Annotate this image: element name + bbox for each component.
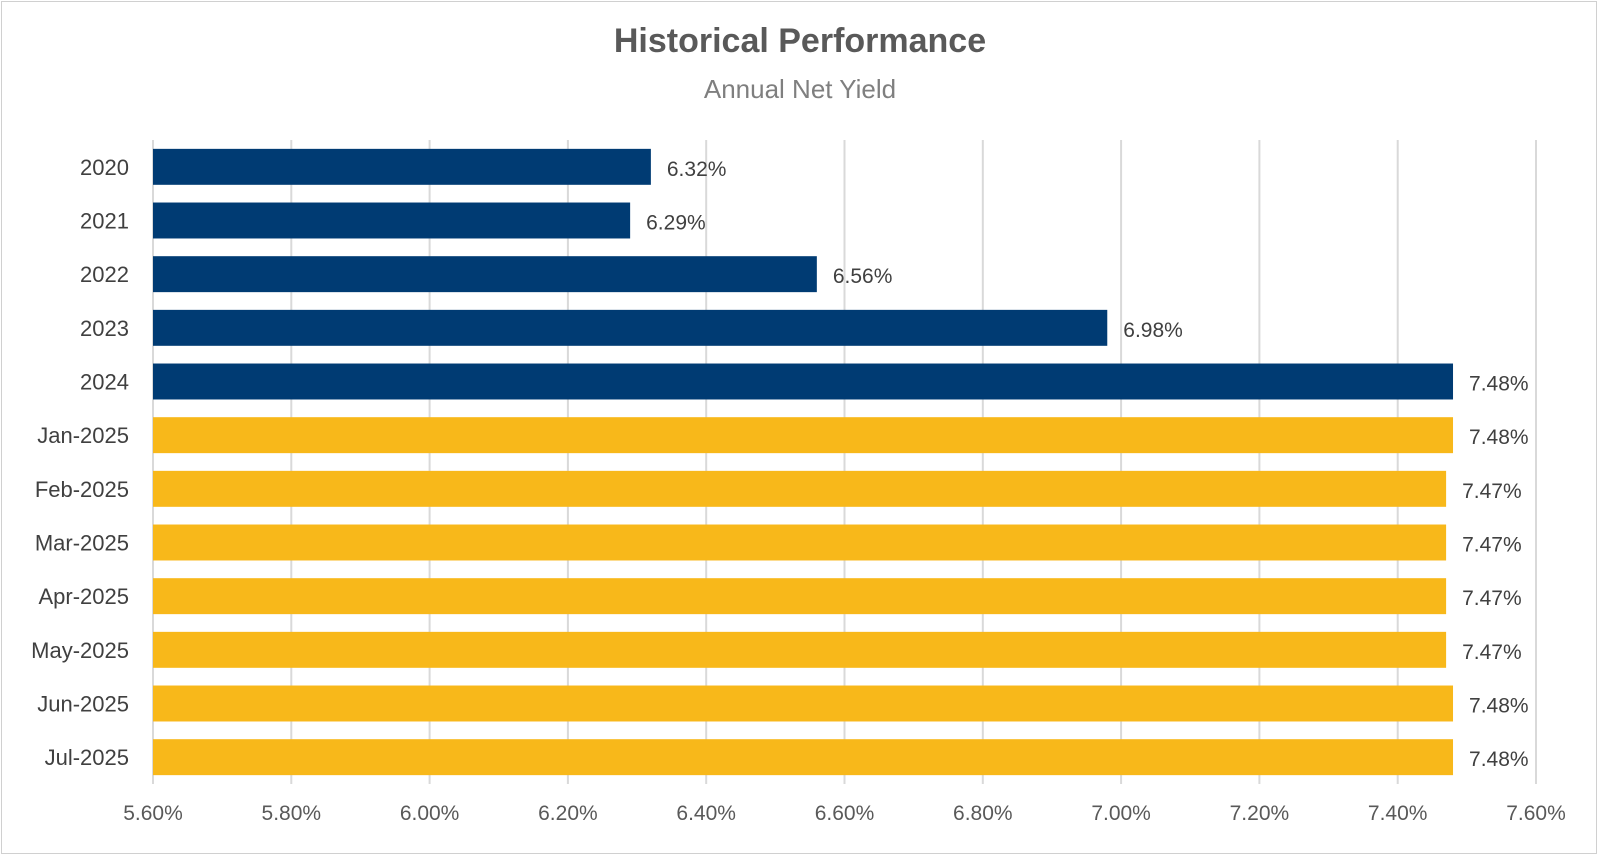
data-label: 7.47% — [1462, 587, 1522, 610]
bar — [153, 202, 631, 239]
category-label: 2024 — [80, 370, 129, 395]
category-label: Apr-2025 — [38, 584, 129, 609]
category-label: Feb-2025 — [35, 477, 129, 502]
bar — [153, 363, 1454, 400]
bar — [153, 148, 651, 185]
category-label: Jul-2025 — [45, 745, 129, 770]
x-tick-label: 6.80% — [953, 802, 1013, 825]
x-tick-label: 6.60% — [815, 802, 875, 825]
bar — [153, 685, 1454, 722]
data-label: 7.48% — [1469, 695, 1529, 718]
x-tick-label: 7.60% — [1506, 802, 1566, 825]
data-label: 7.47% — [1462, 480, 1522, 503]
x-tick-label: 7.20% — [1230, 802, 1290, 825]
chart-subtitle: Annual Net Yield — [703, 74, 897, 104]
x-tick-label: 5.80% — [262, 802, 322, 825]
category-label: Mar-2025 — [35, 531, 129, 556]
data-label: 7.47% — [1462, 641, 1522, 664]
data-label: 6.29% — [646, 212, 706, 235]
x-tick-label: 6.20% — [538, 802, 598, 825]
category-label: 2023 — [80, 316, 129, 341]
x-axis-tick-labels: 5.60% 5.80% 6.00% 6.20% 6.40% 6.60% 6.80% 7.00%… — [123, 802, 1566, 825]
x-tick-label: 6.00% — [400, 802, 460, 825]
x-tick-label: 7.40% — [1368, 802, 1428, 825]
category-label: 2020 — [80, 155, 129, 180]
category-label: 2021 — [80, 209, 129, 234]
bar — [153, 470, 1447, 507]
bar — [153, 309, 1108, 346]
chart-title: Historical Performance — [613, 22, 987, 60]
gridlines — [152, 140, 1537, 784]
bar — [153, 524, 1447, 561]
bars — [153, 148, 1454, 776]
bar — [153, 256, 817, 293]
data-labels: 6.32% 6.29% 6.56% 6.98% 7.48% 7.48% 7.47% 7.47%… — [646, 158, 1528, 771]
category-label: Jan-2025 — [37, 423, 129, 448]
x-tick-label: 6.40% — [676, 802, 736, 825]
bar — [153, 578, 1447, 615]
category-label: 2022 — [80, 262, 129, 287]
bar — [153, 739, 1454, 776]
data-label: 7.48% — [1469, 426, 1529, 449]
x-tick-label: 7.00% — [1091, 802, 1151, 825]
bar — [153, 417, 1454, 454]
category-labels: 2020 2021 2022 2023 2024 Jan-2025 Feb-2025 Mar-… — [31, 155, 129, 770]
data-label: 6.56% — [833, 265, 893, 288]
data-label: 6.98% — [1123, 319, 1183, 342]
data-label: 7.48% — [1469, 748, 1529, 771]
data-label: 7.48% — [1469, 373, 1529, 396]
category-label: Jun-2025 — [37, 692, 129, 717]
category-label: May-2025 — [31, 638, 129, 663]
x-tick-label: 5.60% — [123, 802, 183, 825]
bar — [153, 631, 1447, 668]
data-label: 6.32% — [667, 158, 727, 181]
data-label: 7.47% — [1462, 534, 1522, 557]
